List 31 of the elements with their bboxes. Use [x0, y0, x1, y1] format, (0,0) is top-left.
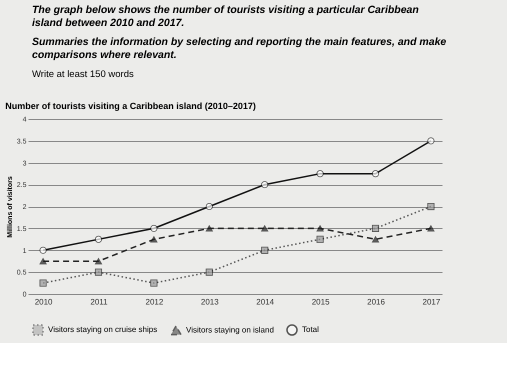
point	[372, 236, 380, 242]
x-tick-label: 2016	[367, 298, 386, 306]
point	[261, 181, 268, 188]
x-tick-label: 2011	[90, 298, 108, 306]
chart-title: Number of tourists visiting a Caribbean island (2010–2017)	[5, 101, 256, 111]
legend-label: Total	[302, 325, 320, 334]
point	[316, 225, 324, 232]
text: The graph below shows the number of tourists visiting a particular Caribbean island between 2010 and 2017.	[32, 4, 419, 29]
x-tick-label: 2012	[145, 298, 164, 306]
legend-label: Visitors staying on island	[186, 325, 274, 334]
point	[40, 246, 47, 254]
point	[427, 137, 434, 144]
point	[150, 224, 158, 232]
point	[206, 202, 213, 210]
x-tick-label: 2017	[422, 298, 441, 306]
text: Write at least 150 words	[32, 69, 134, 80]
point	[94, 236, 102, 243]
point	[150, 236, 158, 242]
point	[316, 170, 324, 178]
point	[261, 225, 268, 232]
x-tick-label: 2010	[34, 298, 54, 306]
point	[40, 258, 47, 264]
x-tick-label: 2015	[312, 298, 330, 306]
point	[427, 225, 434, 232]
point	[94, 258, 102, 264]
point	[206, 225, 213, 232]
text: Summaries the information by selecting and reporting the main features, and make comparisons where relevant.	[32, 36, 446, 61]
legend-label: Visitors staying on cruise ships	[48, 325, 158, 334]
x-tick-label: 2013	[200, 298, 220, 306]
x-tick-label: 2014	[256, 298, 275, 306]
point	[372, 170, 380, 178]
